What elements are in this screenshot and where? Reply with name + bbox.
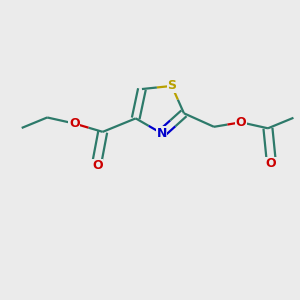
Text: O: O (69, 117, 80, 130)
Text: O: O (236, 116, 246, 129)
Text: O: O (266, 157, 276, 170)
Text: O: O (92, 159, 103, 172)
Text: S: S (167, 80, 176, 92)
Text: N: N (157, 127, 167, 140)
